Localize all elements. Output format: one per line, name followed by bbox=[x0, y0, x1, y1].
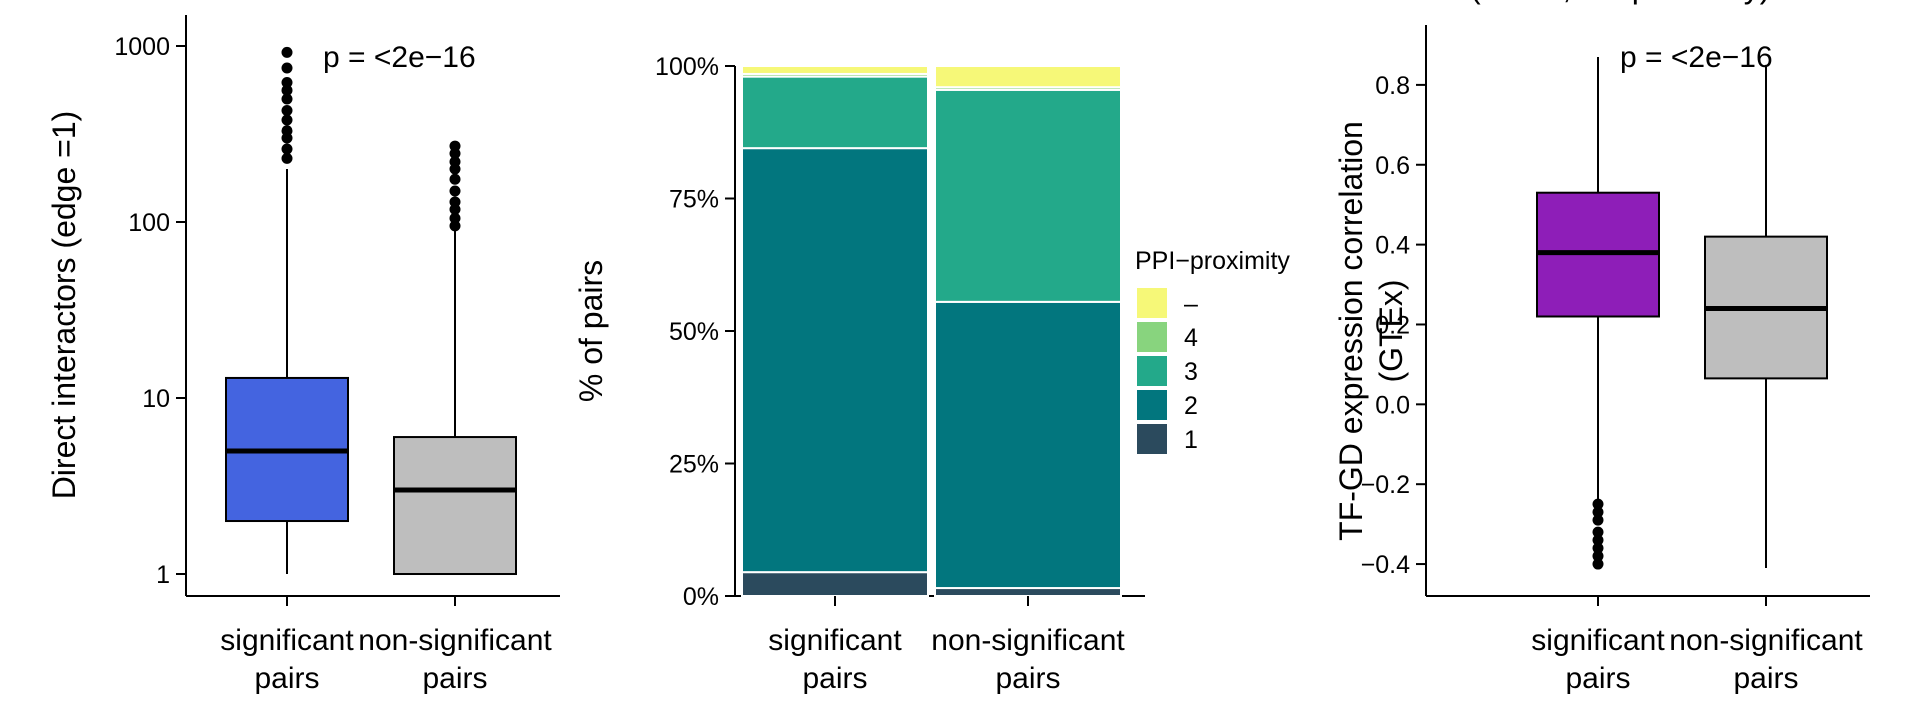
y-tick-label: 0% bbox=[683, 583, 719, 611]
outlier-point bbox=[281, 62, 293, 74]
category-label-line: non-significant bbox=[931, 624, 1125, 657]
outlier-point bbox=[449, 173, 461, 185]
y-axis-title-line: TF-GD expression correlation bbox=[1333, 121, 1369, 541]
outlier-point bbox=[281, 143, 293, 155]
y-tick-label: 1000 bbox=[114, 33, 170, 61]
y-tick-label: −0.2 bbox=[1361, 471, 1410, 499]
outlier-point bbox=[1592, 498, 1604, 510]
outlier-point bbox=[281, 152, 293, 164]
outlier-point bbox=[449, 156, 461, 168]
y-tick-label: 0.2 bbox=[1375, 311, 1410, 339]
legend-label: 2 bbox=[1184, 392, 1198, 420]
outlier-point bbox=[281, 105, 293, 117]
category-label-0: significant pairs bbox=[220, 624, 354, 695]
outlier-point bbox=[1592, 542, 1604, 554]
outlier-point bbox=[449, 196, 461, 208]
outlier-point bbox=[1592, 526, 1604, 538]
y-axis-title-line: (GTEx) bbox=[1373, 279, 1409, 382]
y-tick-label: 10 bbox=[142, 385, 170, 413]
y-axis-title: Direct interactors (edge =1) bbox=[46, 111, 82, 500]
legend-label: – bbox=[1184, 290, 1198, 318]
legend-label: 4 bbox=[1184, 324, 1198, 352]
category-label-line: significant bbox=[1531, 624, 1665, 657]
outlier-point bbox=[281, 77, 293, 89]
y-axis-title: TF-GD expression correlation (GTEx) bbox=[1333, 121, 1409, 541]
category-label-line: pairs bbox=[802, 662, 867, 695]
bar-segment-3 bbox=[741, 75, 929, 150]
y-tick-label: −0.4 bbox=[1361, 551, 1410, 579]
outlier-point bbox=[281, 93, 293, 105]
legend-swatch bbox=[1137, 390, 1167, 420]
outlier-point bbox=[281, 125, 293, 137]
y-tick-label: 0.6 bbox=[1375, 152, 1410, 180]
outlier-point bbox=[449, 212, 461, 224]
p-value-annotation: p = <2e−16 bbox=[1620, 41, 1773, 74]
y-axis-title: % of pairs bbox=[573, 260, 609, 402]
y-tick-label: 0.0 bbox=[1375, 391, 1410, 419]
legend-swatch bbox=[1137, 322, 1167, 352]
outlier-point bbox=[281, 114, 293, 126]
legend-label: 1 bbox=[1184, 426, 1198, 454]
panel-expression-correlation: −0.4 −0.2 0.0 0.2 0.4 0.6 0.8 p = <2e−16 signifi… bbox=[1333, 0, 1870, 695]
outlier-point bbox=[1592, 534, 1604, 546]
category-label-line: pairs bbox=[1565, 662, 1630, 695]
legend-swatch bbox=[1137, 288, 1167, 318]
category-label-line: significant bbox=[768, 624, 902, 657]
outlier-point bbox=[1592, 558, 1604, 570]
category-label-1: non-significant pairs bbox=[1669, 624, 1863, 695]
bar-segment-1 bbox=[741, 571, 929, 598]
y-tick-label: 1 bbox=[156, 561, 170, 589]
outlier-point bbox=[1592, 550, 1604, 562]
legend-label: 3 bbox=[1184, 358, 1198, 386]
bar-segment-– bbox=[934, 65, 1122, 89]
y-tick-label: 0.8 bbox=[1375, 72, 1410, 100]
y-tick-label: 0.4 bbox=[1375, 232, 1410, 260]
category-label-line: non-significant bbox=[1669, 624, 1863, 657]
box-1 bbox=[393, 436, 517, 576]
outlier-point bbox=[281, 84, 293, 96]
category-label-line: pairs bbox=[1733, 662, 1798, 695]
category-label-line: pairs bbox=[254, 662, 319, 695]
bar-segment-3 bbox=[934, 88, 1122, 303]
category-label-line: pairs bbox=[995, 662, 1060, 695]
y-tick-label: 25% bbox=[669, 451, 719, 479]
y-tick-label: 50% bbox=[669, 318, 719, 346]
category-label-1: non-significant pairs bbox=[358, 624, 552, 695]
y-tick-label: 100 bbox=[128, 209, 170, 237]
outlier-point bbox=[281, 46, 293, 58]
legend-swatch bbox=[1137, 356, 1167, 386]
category-label-line: pairs bbox=[422, 662, 487, 695]
y-tick-label: 100% bbox=[655, 53, 719, 81]
category-label-line: non-significant bbox=[358, 624, 552, 657]
outlier-point bbox=[449, 185, 461, 197]
partial-top-text: (GTEx, full-proximity) bbox=[1470, 0, 1770, 5]
category-label-1: non-significant pairs bbox=[931, 624, 1125, 695]
p-value-annotation: p = <2e−16 bbox=[323, 41, 476, 74]
outlier-point bbox=[449, 140, 461, 152]
bar-segment-– bbox=[741, 65, 929, 75]
outlier-point bbox=[1592, 506, 1604, 518]
panel-ppi-proximity: 0% 25% 50% 75% 100% % of pairs PPI−proximity – 4… bbox=[573, 53, 1290, 695]
bar-segment-2 bbox=[741, 147, 929, 574]
outlier-point bbox=[449, 220, 461, 232]
bar-segment-1 bbox=[934, 587, 1122, 597]
legend-swatch bbox=[1137, 424, 1167, 454]
category-label-line: significant bbox=[220, 624, 354, 657]
y-tick-label: 75% bbox=[669, 186, 719, 214]
category-label-0: significant pairs bbox=[1531, 624, 1665, 695]
legend-title: PPI−proximity bbox=[1135, 247, 1290, 275]
bar-segment-2 bbox=[934, 300, 1122, 590]
legend: PPI−proximity – 4 3 2 1 bbox=[1135, 247, 1290, 454]
outlier-point bbox=[1592, 514, 1604, 526]
category-label-0: significant pairs bbox=[768, 624, 902, 695]
